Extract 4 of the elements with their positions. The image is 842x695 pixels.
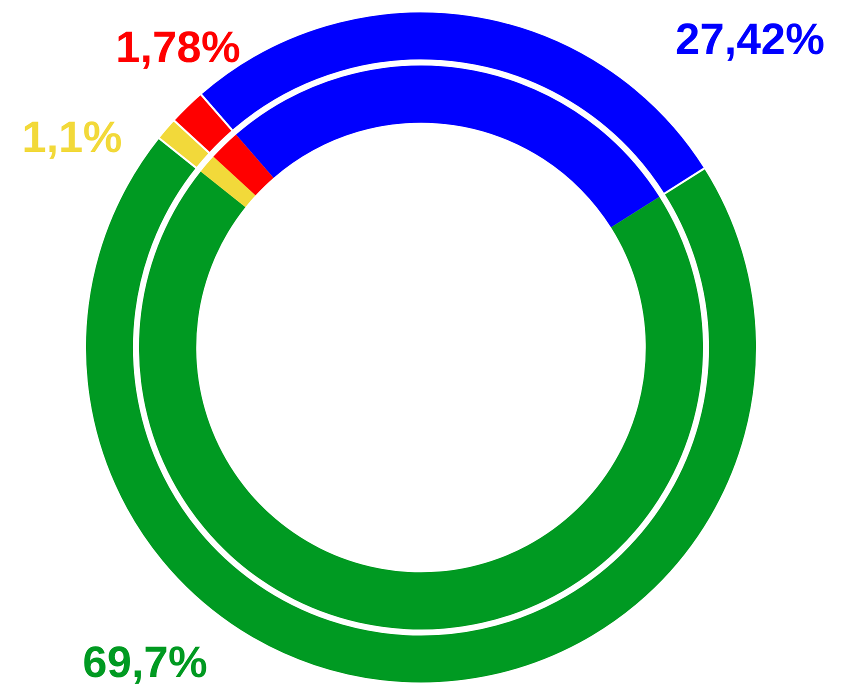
- text: 27,42%: [675, 15, 825, 64]
- text: 1,1%: [22, 113, 122, 162]
- text: 69,7%: [82, 638, 208, 688]
- text: 1,78%: [116, 23, 240, 72]
